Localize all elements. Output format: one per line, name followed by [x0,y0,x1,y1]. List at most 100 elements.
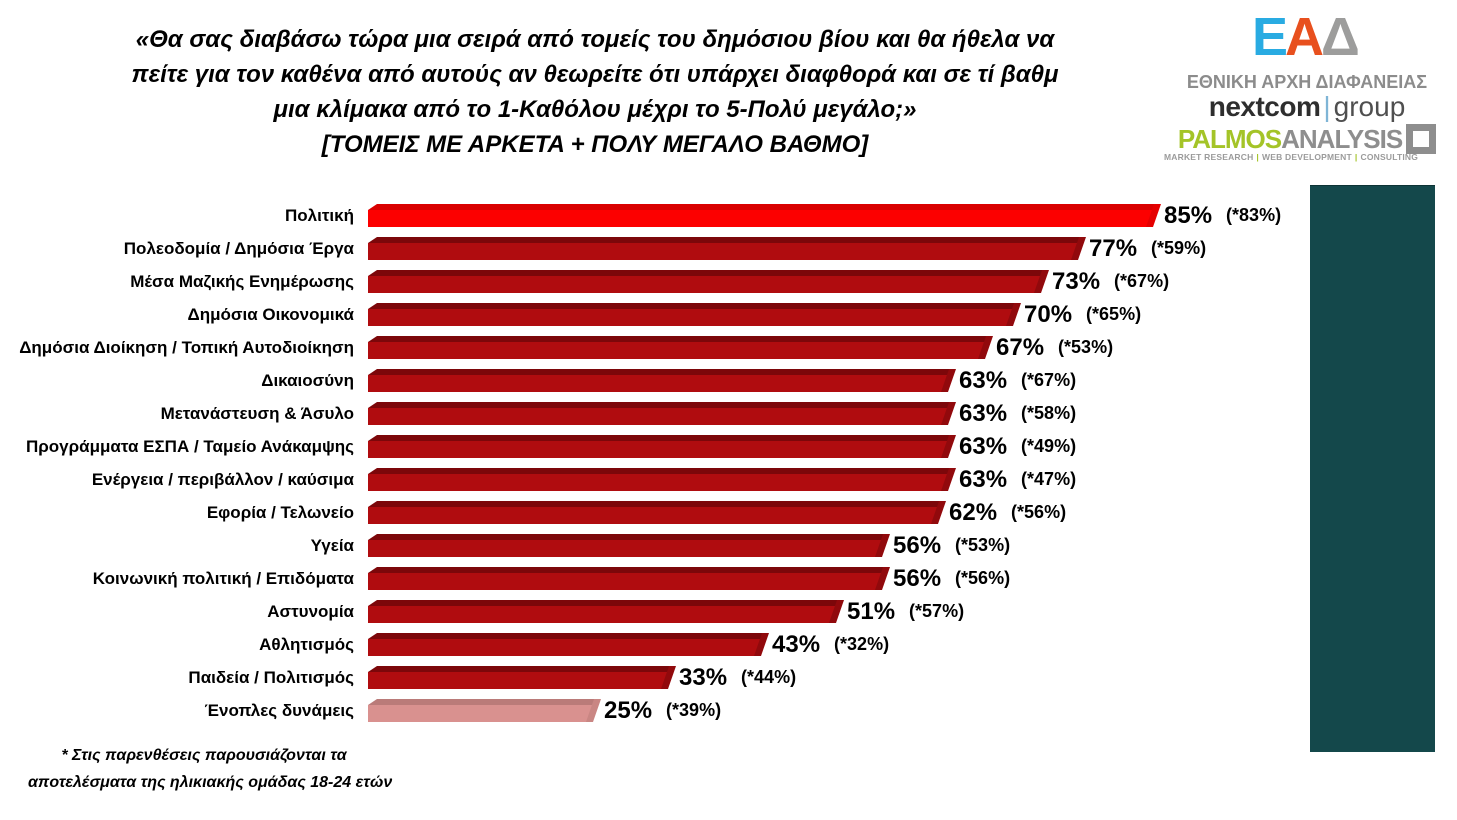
bar-row: Προγράμματα ΕΣΠΑ / Ταμείο Ανάκαμψης 63% (*… [10,430,1281,463]
side-panel-decoration [1310,185,1435,752]
title-line-2: πείτε για τον καθένα από αυτούς αν θεωρε… [131,61,1059,88]
bar [368,303,1021,326]
slide-title: «Θα σας διαβάσω τώρα μια σειρά από τομεί… [30,22,1160,162]
nextcom-logo: nextcom | group [1176,91,1438,123]
category-label: Παιδεία / Πολιτισμός [188,667,354,687]
ead-logo-caption: ΕΘΝΙΚΗ ΑΡΧΗ ΔΙΑΦΑΝΕΙΑΣ [1186,72,1428,92]
palmos-logo: PALMOSANALYSIS [1176,124,1438,154]
bar-row: Κοινωνική πολιτική / Επιδόματα 56% (*56%) [10,562,1281,595]
ead-letter: Δ [1321,7,1360,67]
footnote-line-2: αποτελέσματα της ηλικιακής ομάδας 18-24 … [28,774,393,791]
value-label: 62% [949,498,998,526]
nextcom-suffix: group [1333,91,1406,122]
bar-row: Ενέργεια / περιβάλλον / καύσιμα 63% (*47%) [10,463,1281,496]
bar-row: Παιδεία / Πολιτισμός 33% (*44%) [10,661,1281,694]
value-label: 63% [959,366,1008,394]
palmos-square-icon [1406,124,1437,154]
bar [368,204,1161,227]
secondary-value-label: (*58%) [1021,403,1077,423]
tagline-segment: WEB DEVELOPMENT [1262,152,1352,162]
category-label: Εφορία / Τελωνείο [206,502,354,522]
secondary-value-label: (*67%) [1021,370,1077,390]
category-label: Μετανάστευση & Άσυλο [160,403,354,423]
bar-row: Πολιτική 85% (*83%) [10,199,1281,232]
nextcom-name: nextcom [1208,91,1321,122]
bar [368,369,956,392]
bar [368,534,890,557]
value-label: 73% [1052,267,1101,295]
bar [368,402,956,425]
secondary-value-label: (*56%) [1011,502,1067,522]
secondary-value-label: (*53%) [955,535,1011,555]
category-label: Προγράμματα ΕΣΠΑ / Ταμείο Ανάκαμψης [26,436,354,456]
value-label: 63% [959,465,1008,493]
tagline-separator: | [1354,152,1358,162]
bar [368,336,993,359]
value-label: 67% [996,333,1045,361]
bar [368,600,844,623]
value-label: 33% [679,663,728,691]
category-label: Δημόσια Οικονομικά [187,304,355,324]
bar [368,270,1049,293]
secondary-value-label: (*49%) [1021,436,1077,456]
secondary-value-label: (*39%) [666,700,722,720]
bar [368,435,956,458]
secondary-value-label: (*67%) [1114,271,1170,291]
value-label: 63% [959,432,1008,460]
bar-row: Ένοπλες δυνάμεις 25% (*39%) [10,694,1281,727]
palmos-primary-text: PALMOS [1177,124,1282,154]
bar-row: Αστυνομία 51% (*57%) [10,595,1281,628]
bar-chart: Πολιτική 85% (*83%) Πολεοδομία / Δημόσια Έρ… [10,199,1281,727]
bar-row: Δημόσια Διοίκηση / Τοπική Αυτοδιοίκηση 67… [10,331,1281,364]
palmos-tagline: MARKET RESEARCH | WEB DEVELOPMENT | CONSULTI… [1164,152,1418,162]
category-label: Αθλητισμός [259,634,354,654]
footnote: * Στις παρενθέσεις παρουσιάζονται τα απο… [28,742,393,796]
bar-row: Αθλητισμός 43% (*32%) [10,628,1281,661]
category-label: Δικαιοσύνη [261,370,354,390]
category-label: Υγεία [310,535,354,555]
value-label: 70% [1024,300,1073,328]
bar [368,237,1086,260]
bar [368,501,946,524]
bar [368,567,890,590]
bar-row: Υγεία 56% (*53%) [10,529,1281,562]
bar [368,699,601,722]
value-label: 51% [847,597,896,625]
footnote-line-1: * Στις παρενθέσεις παρουσιάζονται τα [61,747,347,764]
secondary-value-label: (*56%) [955,568,1011,588]
bar [368,666,676,689]
title-line-1: «Θα σας διαβάσω τώρα μια σειρά από τομεί… [135,26,1055,53]
title-line-3: μια κλίμακα από το 1-Καθόλου μέχρι το 5-… [273,96,917,123]
category-label: Πολιτική [284,205,354,225]
category-label: Ένοπλες δυνάμεις [204,700,354,720]
value-label: 56% [893,564,942,592]
category-label: Αστυνομία [267,601,354,621]
secondary-value-label: (*47%) [1021,469,1077,489]
value-label: 77% [1089,234,1138,262]
bar-row: Δημόσια Οικονομικά 70% (*65%) [10,298,1281,331]
ead-letter: Ε [1252,7,1288,67]
bar-row: Πολεοδομία / Δημόσια Έργα 77% (*59%) [10,232,1281,265]
value-label: 85% [1164,201,1213,229]
bar [368,468,956,491]
tagline-segment: CONSULTING [1360,152,1419,162]
tagline-segment: MARKET RESEARCH [1164,152,1254,162]
value-label: 43% [772,630,821,658]
category-label: Πολεοδομία / Δημόσια Έργα [123,238,354,258]
bar-row: Δικαιοσύνη 63% (*67%) [10,364,1281,397]
category-label: Κοινωνική πολιτική / Επιδόματα [92,568,354,588]
ead-letter: Α [1285,7,1324,67]
secondary-value-label: (*32%) [834,634,890,654]
secondary-value-label: (*83%) [1226,205,1282,225]
ead-logo-icon: ΕΑΔ [1252,10,1442,64]
category-label: Ενέργεια / περιβάλλον / καύσιμα [91,469,354,489]
nextcom-divider: | [1323,91,1331,122]
tagline-separator: | [1256,152,1260,162]
value-label: 25% [604,696,653,724]
secondary-value-label: (*44%) [741,667,797,687]
secondary-value-label: (*57%) [909,601,965,621]
value-label: 56% [893,531,942,559]
secondary-value-label: (*65%) [1086,304,1142,324]
value-label: 63% [959,399,1008,427]
